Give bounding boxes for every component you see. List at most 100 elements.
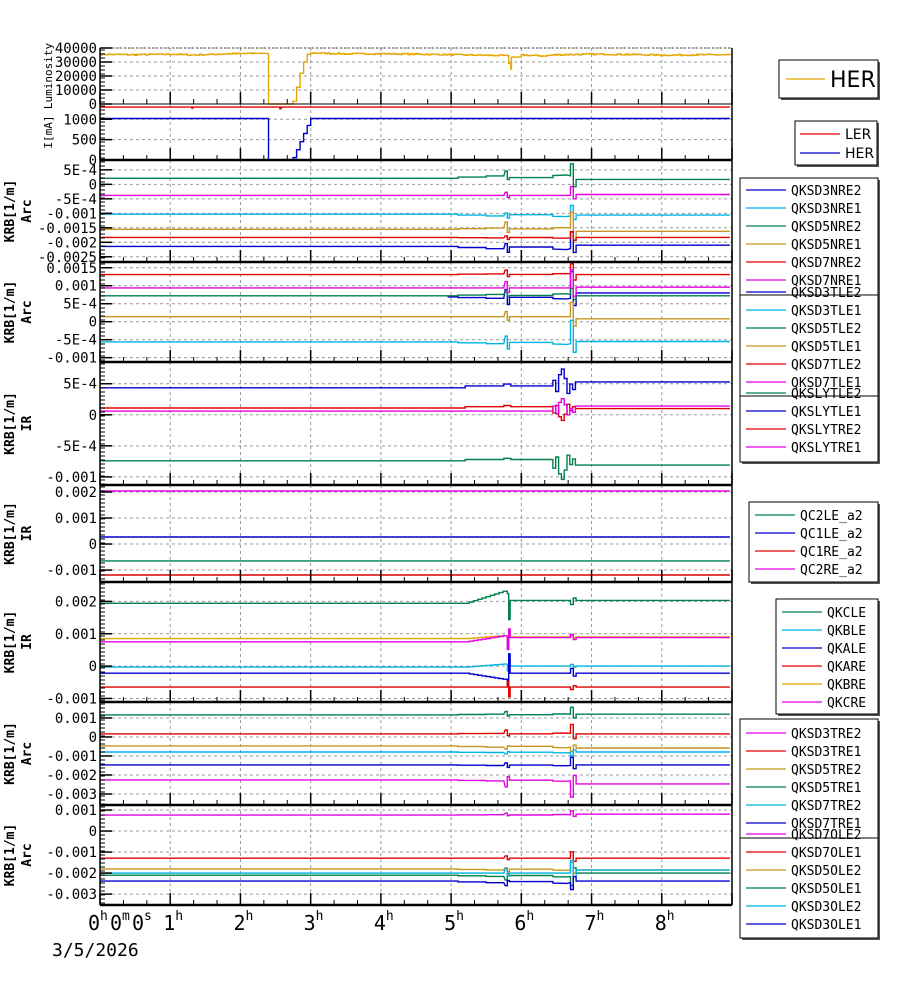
- y-tick-label: 0.002: [55, 594, 97, 610]
- y-tick-label: -0.003: [46, 787, 97, 803]
- legend-label: QKSD7TRE1: [791, 817, 861, 832]
- x-tick-number: 0: [88, 911, 100, 935]
- y-tick-label: -0.001: [46, 845, 97, 861]
- y-tick-label: 500: [72, 133, 97, 149]
- x-tick-number: 3: [304, 911, 316, 935]
- y-tick-label: 10000: [55, 83, 97, 99]
- y-axis-label: KRB[1/m]: [3, 392, 18, 455]
- y-tick-label: 0.0015: [46, 261, 97, 277]
- x-tick-number: 8: [655, 911, 667, 935]
- x-tick-unit: m: [122, 909, 130, 924]
- legend-label: QKSD7TRE2: [791, 799, 861, 814]
- legend-label: QKSD3TLE2: [791, 286, 861, 301]
- legend-label: QKSLYTLE1: [791, 405, 861, 420]
- legend-label: QKSD7NRE1: [791, 274, 861, 289]
- x-tick-number: 6: [514, 911, 526, 935]
- y-tick-label: -0.003: [46, 887, 97, 903]
- y-axis-labels: 400003000020000100000Luminosity10005000I…: [3, 41, 97, 903]
- x-tick-unit: h: [526, 909, 534, 924]
- series-line-qksd3nre2: [100, 231, 730, 254]
- y-tick-label: -0.002: [46, 768, 97, 784]
- series-line-qkslytre1: [100, 398, 730, 416]
- legend-label: QKBRE: [827, 678, 866, 693]
- y-axis-label: IR: [20, 526, 35, 542]
- legend-label: HER: [845, 146, 874, 162]
- legend-label: QKSD5TLE2: [791, 322, 861, 337]
- y-axis-label: KRB[1/m]: [3, 281, 18, 344]
- legend-label: QKSD3OLE1: [791, 918, 861, 933]
- y-tick-label: 0: [89, 153, 97, 169]
- y-tick-label: 40000: [55, 41, 97, 57]
- y-tick-label: 30000: [55, 55, 97, 71]
- legend-ir-qk: QKCLE QKBLE QKALE QKARE QKBRE QKCRE: [775, 598, 880, 716]
- y-axis-label: KRB[1/m]: [3, 611, 18, 674]
- series-line-qksd7tre1: [100, 756, 730, 770]
- y-tick-label: -0.001: [46, 691, 97, 707]
- legend-label: QC1LE_a2: [800, 527, 863, 542]
- y-tick-label: 0.001: [55, 279, 97, 295]
- legend-box: [794, 120, 878, 166]
- legend-arc-tle: QKSD3TLE2 QKSD3TLE1 QKSD5TLE2 QKSD5TLE1 QKSD…: [739, 286, 880, 405]
- y-tick-label: 0.001: [55, 711, 97, 727]
- series-line-qkble: [100, 659, 730, 672]
- y-axis-label: KRB[1/m]: [3, 502, 18, 565]
- legend-ir-qc: QC2LE_a2 QC1LE_a2 QC1RE_a2 QC2RE_a2: [748, 501, 880, 584]
- x-tick-unit: h: [597, 909, 605, 924]
- legend-label: QKSD7NRE2: [791, 256, 861, 271]
- series-line-qksd5ole2: [100, 861, 730, 874]
- series-line-qksd3nre1: [100, 204, 730, 221]
- legend-label: QKSD5OLE2: [791, 864, 861, 879]
- legend-label: LER: [845, 127, 872, 143]
- legend-luminosity: HER: [778, 59, 880, 100]
- y-tick-label: 0: [89, 177, 97, 193]
- x-tick-number: 5: [444, 911, 456, 935]
- series-layer: [100, 52, 731, 891]
- series-line-qksd3tle1: [100, 319, 730, 353]
- x-tick-number: 0: [132, 911, 144, 935]
- y-tick-label: 1000: [63, 112, 97, 128]
- y-tick-label: -5E-4: [55, 192, 97, 208]
- x-tick-number: 1: [163, 911, 175, 935]
- legend-arc-nre: QKSD3NRE2 QKSD3NRE1 QKSD5NRE2 QKSD5NRE1 QKSD…: [739, 177, 880, 305]
- y-tick-label: -0.001: [46, 749, 97, 765]
- legend-ir-sly: QKSLYTLE2 QKSLYTLE1 QKSLYTRE2 QKSLYTRE1: [739, 387, 880, 464]
- y-tick-label: 5E-4: [63, 377, 97, 393]
- legend-label: QKSD3NRE1: [791, 202, 861, 217]
- y-axis-label: Arc: [20, 199, 35, 222]
- legend-label: QKSLYTRE1: [791, 441, 861, 456]
- series-line-qksd7ole1: [100, 851, 730, 862]
- y-tick-label: 20000: [55, 69, 97, 85]
- legend-label: QKSD5NRE2: [791, 220, 861, 235]
- series-line-qksd7nre1: [100, 186, 730, 200]
- y-tick-label: 0: [89, 315, 97, 331]
- legend-label: QKBLE: [827, 624, 866, 639]
- series-line-qksd7ole2: [100, 810, 730, 817]
- series-line-her: [100, 52, 731, 105]
- legend-label: QKSLYTLE2: [791, 387, 861, 402]
- series-line-qksd5tre1: [100, 706, 730, 719]
- y-axis-label: KRB[1/m]: [3, 722, 18, 785]
- x-tick-unit: h: [386, 909, 394, 924]
- y-tick-label: 5E-4: [63, 163, 97, 179]
- series-line-qksd3tre1: [100, 723, 730, 740]
- y-tick-label: 0: [89, 730, 97, 746]
- y-tick-label: 0.002: [55, 485, 97, 501]
- series-line-qksd5tle2: [100, 287, 730, 301]
- y-tick-label: -0.001: [46, 206, 97, 222]
- axes-layer: [99, 47, 733, 907]
- y-tick-label: 0: [89, 824, 97, 840]
- legend-label: QKSD5TRE2: [791, 763, 861, 778]
- y-tick-label: 0: [89, 537, 97, 553]
- y-axis-label: I[mA]: [42, 115, 55, 148]
- legend-arc-ole: QKSD7OLE2 QKSD7OLE1 QKSD5OLE2 QKSD5OLE1 QKSD…: [739, 828, 880, 940]
- y-tick-label: -0.0025: [38, 250, 97, 266]
- x-tick-unit: h: [100, 909, 108, 924]
